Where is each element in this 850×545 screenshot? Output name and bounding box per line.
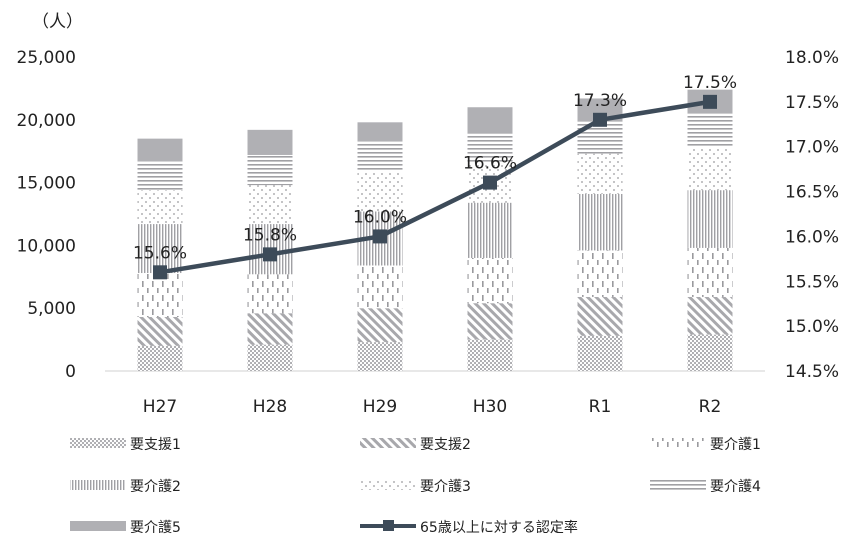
bar-stacks (137, 89, 733, 371)
bar-segment (357, 342, 403, 371)
bar-segment (687, 334, 733, 371)
y-right-tick-label: 15.5% (785, 272, 839, 292)
legend-label: 要介護2 (130, 479, 181, 495)
bar-segment (137, 224, 183, 274)
bar-segment (137, 345, 183, 371)
bar-segment (577, 250, 623, 297)
y-left-axis: 0 5,000 10,000 15,000 20,000 25,000 (17, 48, 76, 382)
rate-data-label: 17.5% (683, 73, 737, 93)
x-tick-label: H29 (363, 397, 397, 417)
rate-line-layer: 15.6% 15.8% 16.0% 16.6% 17.3% 17.5% (133, 73, 737, 280)
rate-data-label: 16.6% (463, 154, 517, 174)
bar-segment (357, 265, 403, 309)
bar-segment (687, 296, 733, 335)
legend-label: 65歳以上に対する認定率 (420, 519, 578, 536)
legend-swatch (360, 438, 416, 448)
x-tick-label: R1 (589, 397, 612, 417)
x-tick-label: H28 (253, 397, 287, 417)
bar-segment (687, 190, 733, 248)
x-axis: H27 H28 H29 H30 R1 R2 (143, 397, 722, 417)
rate-marker (593, 112, 607, 127)
rate-data-label: 16.0% (353, 207, 407, 227)
x-tick-label: H27 (143, 397, 177, 417)
bar-segment (137, 316, 183, 346)
y-left-tick-label: 10,000 (17, 236, 76, 256)
legend-label: 要介護1 (710, 437, 761, 453)
x-tick-label: R2 (699, 397, 722, 417)
bar-segment (357, 171, 403, 212)
bar-segment (467, 107, 513, 133)
legend-swatch (70, 521, 126, 531)
y-unit-label: （人） (32, 12, 83, 32)
y-right-tick-label: 15.0% (785, 317, 839, 337)
bar-segment (467, 202, 513, 258)
bar-segment (137, 190, 183, 225)
legend-label: 要介護4 (710, 479, 761, 495)
legend-label: 要支援1 (130, 437, 181, 453)
bar-segment (357, 308, 403, 343)
bar-segment (687, 147, 733, 191)
bar-segment (247, 313, 293, 345)
bar-segment (467, 132, 513, 164)
rate-data-label: 15.8% (243, 225, 297, 245)
rate-line (159, 99, 711, 275)
rate-marker (373, 229, 387, 244)
bar-segment (247, 274, 293, 314)
y-right-tick-label: 16.5% (785, 183, 839, 203)
y-left-tick-label: 25,000 (17, 48, 76, 68)
bar-segment (687, 113, 733, 148)
legend-label: 要支援2 (420, 437, 471, 453)
bar-segment (687, 247, 733, 297)
rate-data-label: 17.3% (573, 91, 627, 111)
y-left-tick-label: 5,000 (27, 299, 76, 319)
bar-segment (137, 273, 183, 317)
y-right-axis: 14.5% 15.0% 15.5% 16.0% 16.5% 17.0% 17.5% 18.0% (785, 48, 839, 382)
bar-segment (577, 153, 623, 194)
legend-swatch (650, 480, 706, 490)
y-right-tick-label: 17.0% (785, 138, 839, 158)
bar-segment (247, 154, 293, 186)
bar-segment (577, 335, 623, 371)
rate-marker (703, 94, 717, 109)
bar-segment (137, 161, 183, 191)
legend-swatch (70, 480, 126, 490)
y-left-tick-label: 20,000 (17, 111, 76, 131)
legend-label: 要介護3 (420, 479, 471, 495)
rate-marker (483, 175, 497, 190)
legend-swatch (650, 438, 706, 448)
legend-label: 要介護5 (130, 520, 181, 536)
y-right-tick-label: 16.0% (785, 227, 839, 247)
bar-segment (577, 98, 623, 122)
y-left-tick-label: 15,000 (17, 174, 76, 194)
bar-segment (467, 257, 513, 304)
y-left-tick-label: 0 (65, 362, 76, 382)
rate-marker (263, 247, 277, 262)
bar-segment (467, 339, 513, 371)
legend: 要支援1 要支援2 要介護1 要介護2 要介護3 要介護4 要介護5 65歳以上に対する認定率 (70, 437, 761, 536)
rate-data-label: 15.6% (133, 243, 187, 263)
bar-segment (247, 344, 293, 371)
bar-segment (577, 193, 623, 251)
x-tick-label: H30 (473, 397, 507, 417)
bar-segment (357, 141, 403, 172)
legend-swatch (70, 438, 126, 448)
bar-segment (137, 138, 183, 162)
bar-segment (357, 122, 403, 142)
y-right-tick-label: 18.0% (785, 48, 839, 68)
bar-segment (247, 129, 293, 155)
y-right-tick-label: 14.5% (785, 362, 839, 382)
bar-segment (467, 303, 513, 340)
legend-swatch (360, 480, 416, 490)
bar-segment (247, 185, 293, 225)
bar-segment (577, 296, 623, 336)
rate-marker (153, 265, 167, 280)
y-right-tick-label: 17.5% (785, 93, 839, 113)
legend-line-marker (383, 520, 394, 531)
